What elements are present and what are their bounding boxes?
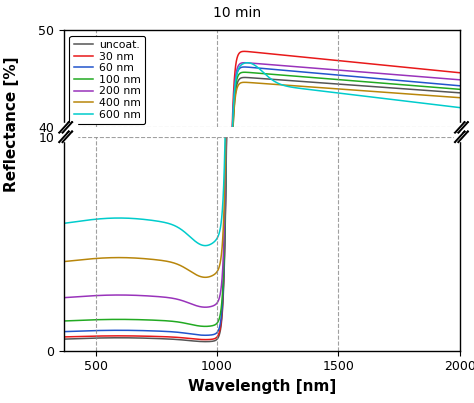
Line: uncoat.: uncoat. [64,77,460,403]
200 nm [230,109,236,114]
400 nm [230,125,236,130]
Text: 10 min: 10 min [213,6,261,20]
30 nm [457,71,463,75]
uncoat. [449,90,455,95]
uncoat. [242,75,247,80]
X-axis label: Wavelength [nm]: Wavelength [nm] [188,379,336,394]
400 nm [407,91,412,96]
Line: 30 nm: 30 nm [64,51,460,403]
uncoat. [457,90,463,95]
100 nm [407,83,412,88]
400 nm [449,95,455,100]
60 nm [407,79,412,84]
uncoat. [407,87,412,91]
400 nm [242,80,247,85]
60 nm [449,83,455,87]
30 nm [449,70,455,75]
60 nm [230,115,236,120]
200 nm [449,77,455,82]
600 nm [457,105,463,110]
Line: 600 nm: 600 nm [64,63,460,403]
600 nm [407,99,412,104]
30 nm [230,101,236,106]
Line: 100 nm: 100 nm [64,72,460,403]
200 nm [407,73,412,78]
Legend: uncoat., 30 nm, 60 nm, 100 nm, 200 nm, 400 nm, 600 nm: uncoat., 30 nm, 60 nm, 100 nm, 200 nm, 4… [69,35,145,124]
Text: Reflectance [%]: Reflectance [%] [4,56,19,192]
100 nm [230,119,236,124]
Line: 60 nm: 60 nm [64,67,460,403]
600 nm [449,104,455,109]
200 nm [457,77,463,82]
400 nm [457,95,463,100]
100 nm [242,70,247,75]
600 nm [230,112,236,117]
30 nm [241,49,247,54]
30 nm [407,65,412,70]
uncoat. [230,125,236,129]
100 nm [449,86,455,91]
Line: 200 nm: 200 nm [64,63,460,403]
60 nm [457,83,463,88]
200 nm [242,60,247,65]
600 nm [245,60,250,65]
100 nm [457,87,463,92]
Line: 400 nm: 400 nm [64,82,460,403]
60 nm [242,64,247,69]
